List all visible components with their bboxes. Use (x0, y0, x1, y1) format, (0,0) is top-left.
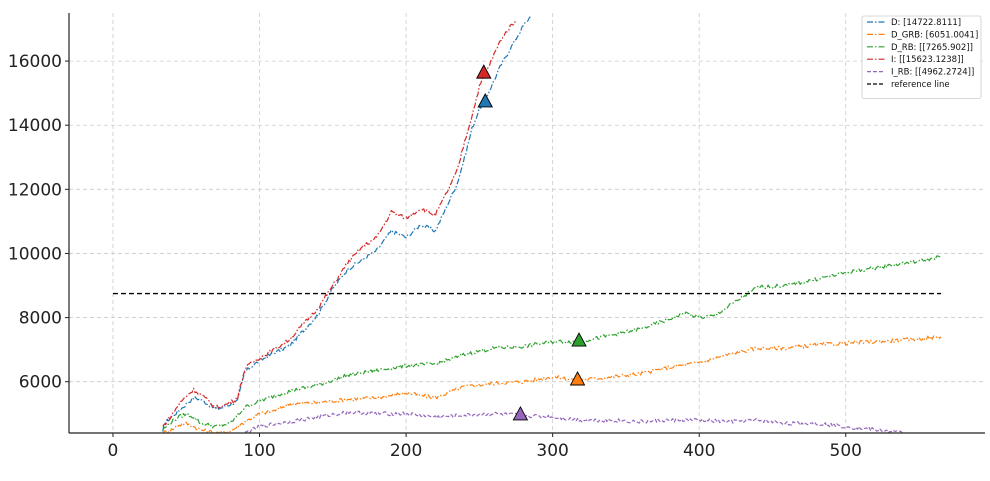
series-line (244, 410, 905, 433)
legend-label: D: [14722.8111] (891, 18, 961, 28)
x-tick-label: 100 (243, 441, 275, 461)
legend: D: [14722.8111] D_GRB: [6051.0041] D_RB: [… (861, 15, 982, 99)
x-tick-label: 400 (683, 441, 715, 461)
triangle-marker (477, 93, 493, 108)
x-tick-label: 500 (830, 441, 862, 461)
legend-label: I: [[15623.1238]] (891, 55, 964, 65)
grid (69, 13, 985, 433)
legend-box (861, 15, 982, 99)
legend-label: D_RB: [[7265.902]] (891, 43, 973, 53)
y-tick-label: 16000 (8, 52, 62, 72)
legend-label: reference line (891, 80, 950, 90)
y-tick-label: 10000 (8, 244, 62, 264)
series-line (162, 15, 532, 432)
y-tick-label: 6000 (19, 373, 62, 393)
tick-labels: 0 100 200 300 400 500 6000 8000 10000 12000 14000 1… (8, 52, 862, 461)
triangle-marker (569, 371, 586, 386)
x-tick-label: 300 (536, 441, 568, 461)
y-tick-label: 14000 (8, 116, 62, 136)
triangle-marker (512, 405, 529, 421)
series-line (162, 19, 517, 427)
legend-label: D_GRB: [6051.0041] (891, 30, 978, 40)
legend-label: I_RB: [[4962.2724]] (891, 68, 974, 78)
triangle-marker (476, 64, 492, 79)
axes (65, 13, 985, 437)
series-line (162, 255, 942, 431)
y-tick-label: 8000 (19, 309, 62, 329)
triangle-marker (571, 332, 587, 347)
x-tick-label: 0 (108, 441, 119, 461)
markers-layer (476, 64, 587, 421)
x-tick-label: 200 (390, 441, 422, 461)
y-tick-label: 12000 (8, 180, 62, 200)
series-layer (162, 15, 942, 433)
series-line (162, 335, 942, 433)
